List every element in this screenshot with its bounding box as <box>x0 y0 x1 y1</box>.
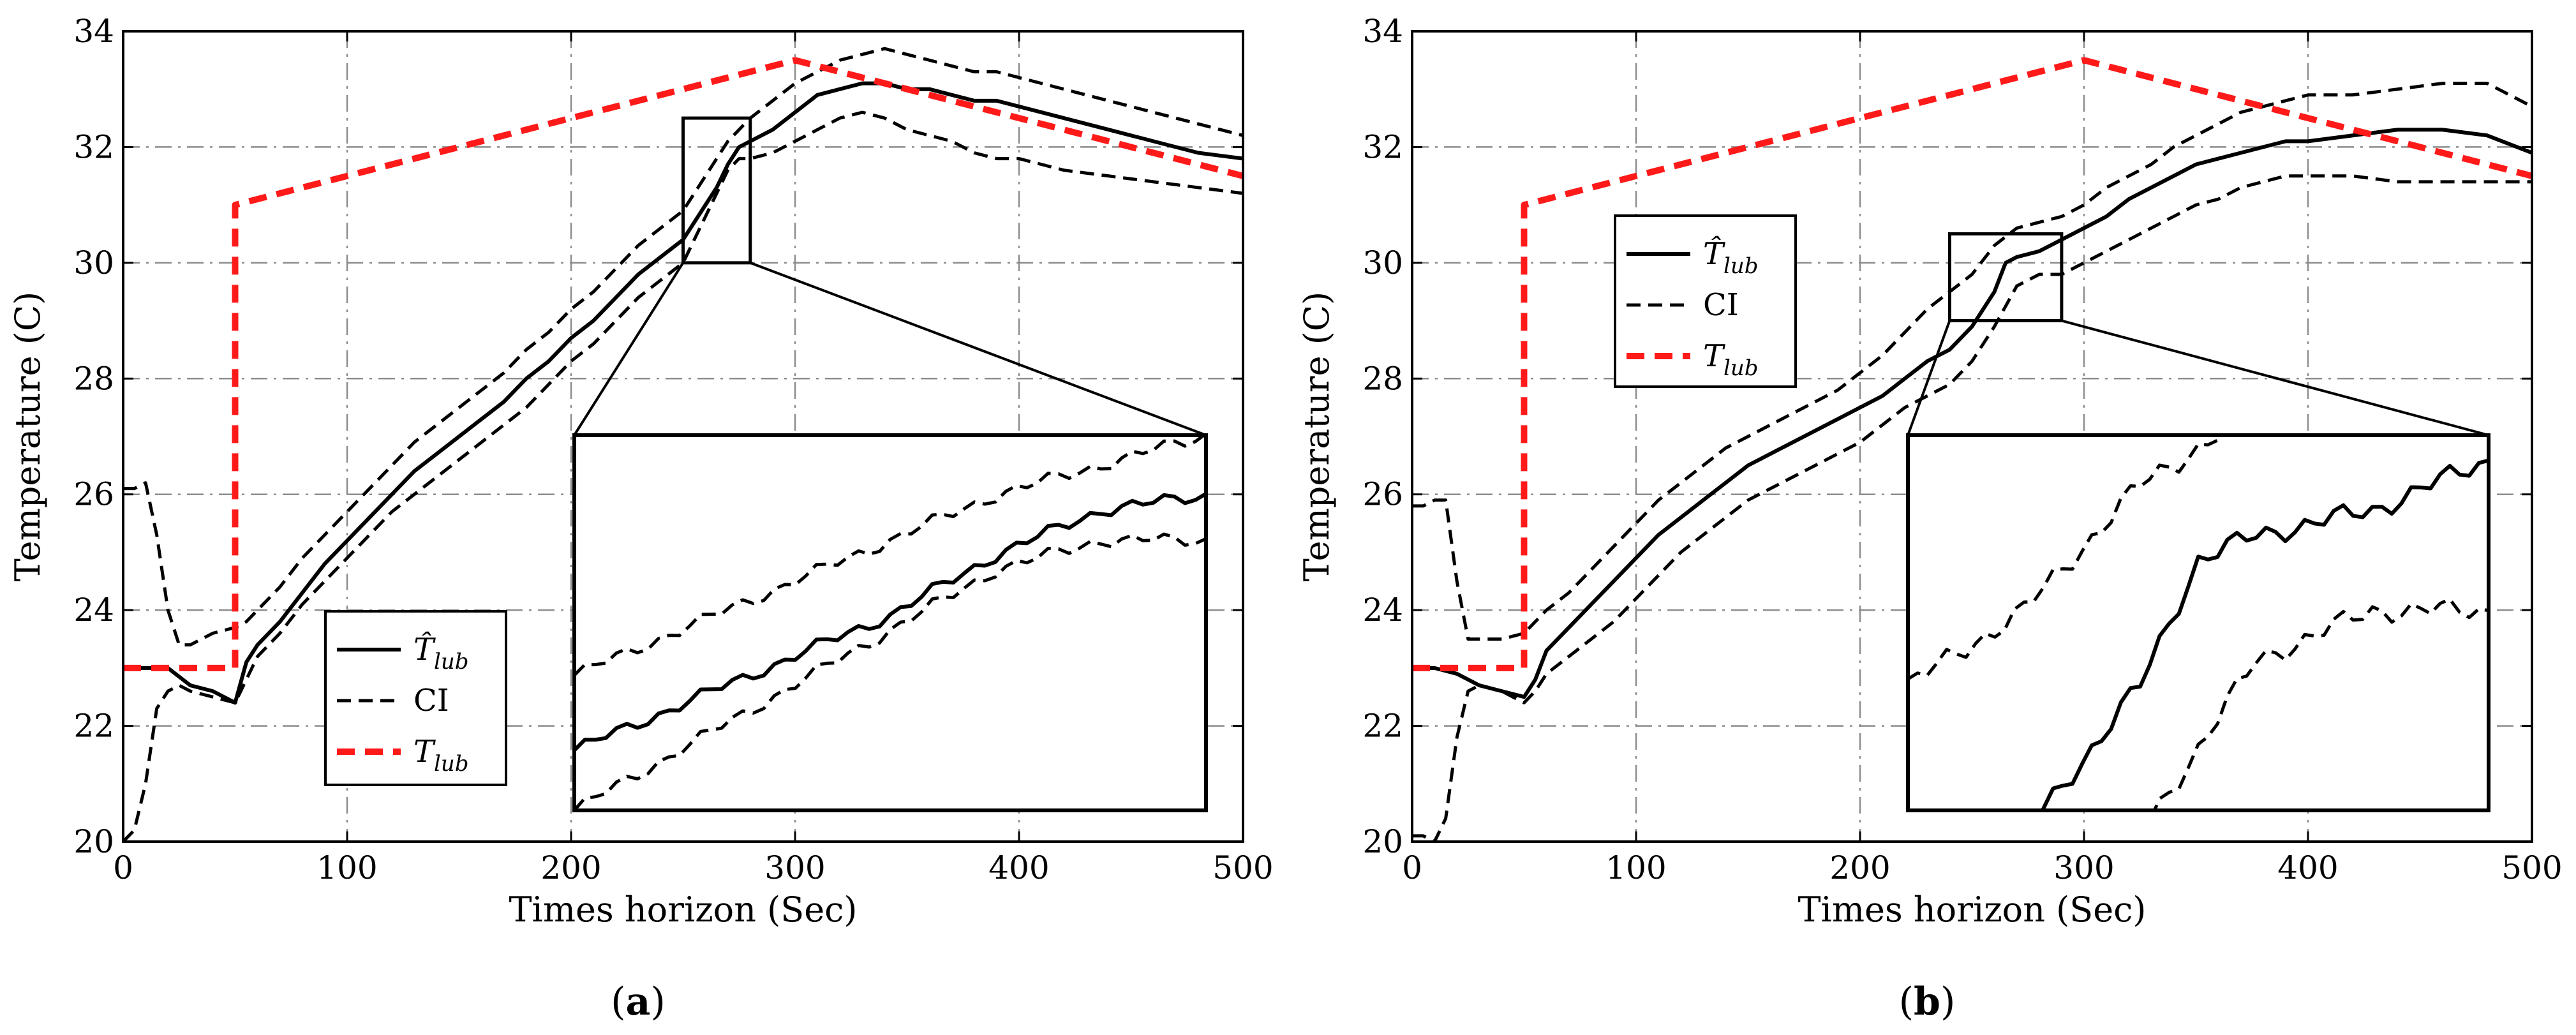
y-axis-label: Temperature (C) <box>8 292 48 581</box>
y-tick-label: 34 <box>1362 13 1403 50</box>
x-tick-label: 400 <box>2277 849 2338 886</box>
series-line-estimate <box>1412 128 2532 699</box>
panel-label-part: ( <box>611 979 625 1024</box>
axes-frame <box>122 30 1244 843</box>
legend-label-estimate: T̂lub <box>413 630 469 674</box>
ticks: 0 100 200 300 400 500 20 22 24 26 28 30 32 34 <box>73 13 1273 886</box>
x-tick-label: 300 <box>2053 849 2114 886</box>
legend-label-ci: CI <box>413 683 449 719</box>
y-tick-label: 22 <box>1362 708 1403 745</box>
legend-label-truth: Tlub <box>1703 338 1759 381</box>
panel-label-part: ) <box>650 979 665 1024</box>
x-tick-label: 200 <box>1829 849 1890 886</box>
zoom-inset-frame <box>1906 433 2490 812</box>
x-axis-label: Times horizon (Sec) <box>1798 890 2147 930</box>
y-tick-label: 26 <box>1362 476 1403 513</box>
y-tick-label: 28 <box>73 360 114 397</box>
panel-label: (b) <box>1899 979 1956 1024</box>
series-group <box>1412 57 2532 842</box>
panel-label-part: a <box>626 979 651 1024</box>
series-line-truth <box>123 57 1243 671</box>
panel-label-part: ( <box>1899 979 1914 1024</box>
x-tick-label: 100 <box>1605 849 1666 886</box>
zoom-inset-frame <box>572 433 1208 812</box>
x-tick-label: 500 <box>1212 849 1273 886</box>
zoom-connector <box>2061 319 2489 436</box>
series-line-estimate <box>123 81 1243 705</box>
zoom-connector <box>1907 320 1951 436</box>
y-tick-label: 28 <box>1362 360 1403 397</box>
x-tick-label: 500 <box>2501 849 2562 886</box>
y-axis-label: Temperature (C) <box>1297 292 1337 581</box>
y-tick-label: 22 <box>73 708 114 745</box>
x-tick-label: 100 <box>316 849 377 886</box>
x-axis-label: Times horizon (Sec) <box>509 890 858 930</box>
y-tick-label: 20 <box>1362 823 1403 860</box>
legend-label-estimate: T̂lub <box>1703 235 1759 279</box>
ticks: 0 100 200 300 400 500 20 22 24 26 28 30 32 34 <box>1362 13 2562 886</box>
y-tick-label: 24 <box>1362 592 1403 629</box>
panel-label-part: b <box>1914 979 1940 1024</box>
x-tick-label: 200 <box>540 849 601 886</box>
zoom-line-estimate <box>2040 458 2489 810</box>
y-tick-label: 26 <box>73 476 114 513</box>
series-line-ci-lower <box>123 110 1243 842</box>
zoom-inset <box>572 261 1208 812</box>
legend: T̂lub CI Tlub <box>324 610 507 786</box>
x-tick-label: 400 <box>988 849 1049 886</box>
y-tick-label: 30 <box>73 244 114 281</box>
x-tick-label: 0 <box>113 849 133 886</box>
legend-box <box>1614 214 1797 388</box>
zoom-inset <box>1906 319 2490 812</box>
y-tick-label: 30 <box>1362 244 1403 281</box>
legend-box <box>324 610 507 786</box>
series-line-truth <box>1412 57 2532 671</box>
panel-label-part: ) <box>1940 979 1955 1024</box>
panel-a: 0 100 200 300 400 500 20 22 24 26 28 30 32 34 Times ho… <box>8 13 1274 1024</box>
y-tick-label: 32 <box>73 128 114 165</box>
zoom-line-ci-lower <box>2152 597 2489 810</box>
zoom-connector <box>573 262 685 436</box>
legend: T̂lub CI Tlub <box>1614 214 1797 388</box>
legend-label-ci: CI <box>1703 287 1739 323</box>
zoom-line-ci-lower <box>574 532 1206 810</box>
zoom-window <box>1947 232 2064 323</box>
zoom-window <box>681 116 752 265</box>
y-tick-label: 34 <box>73 13 114 50</box>
axes-frame <box>1411 30 2533 843</box>
x-tick-label: 0 <box>1402 849 1422 886</box>
legend-label-truth: Tlub <box>413 734 469 777</box>
series-line-ci-lower <box>1412 174 2532 842</box>
zoom-connector <box>750 261 1207 436</box>
panel-b: 0 100 200 300 400 500 20 22 24 26 28 30 32 34 Times ho… <box>1297 13 2563 1024</box>
y-tick-label: 32 <box>1362 128 1403 165</box>
series-line-ci-upper <box>1412 82 2532 641</box>
zoom-line-estimate <box>574 492 1206 752</box>
zoom-line-ci-upper <box>574 435 1206 677</box>
y-tick-label: 24 <box>73 592 114 629</box>
y-tick-label: 20 <box>73 823 114 860</box>
panel-label: (a) <box>611 979 666 1024</box>
series-group <box>123 47 1243 842</box>
x-tick-label: 300 <box>764 849 825 886</box>
